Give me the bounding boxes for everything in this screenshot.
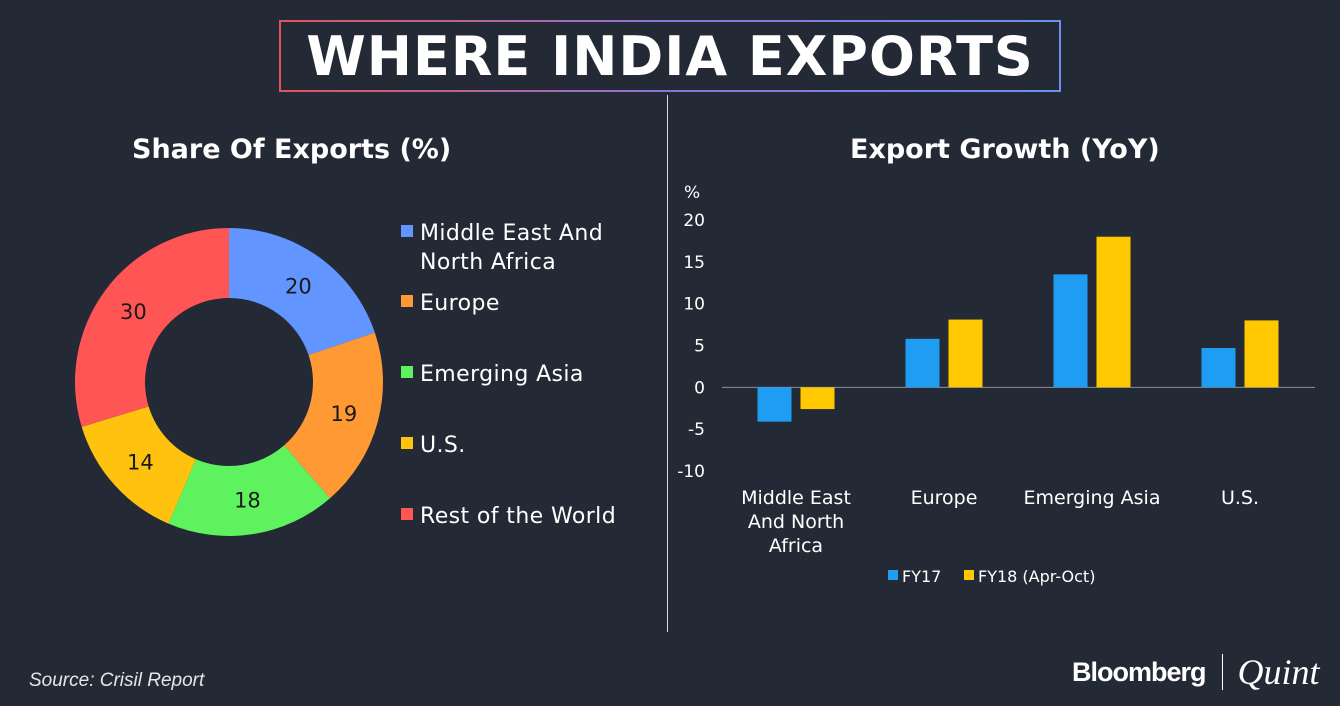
pie-slice-2 — [168, 445, 331, 536]
pie-legend-label-0: Middle East And — [420, 221, 603, 246]
y-tick-label-6: -10 — [677, 462, 705, 482]
bar-legend-swatch-1 — [964, 570, 974, 580]
y-tick-label-5: -5 — [688, 420, 705, 440]
pie-legend-label-0: North Africa — [420, 250, 556, 275]
source-note: Source: Crisil Report — [29, 670, 205, 691]
y-tick-label-0: 20 — [683, 211, 705, 231]
bar-fy18-1 — [948, 319, 983, 388]
brand-logo: Bloomberg Quint — [1072, 652, 1320, 692]
pie-legend-label-4: Rest of the World — [420, 504, 616, 529]
pie-legend-label-1: Europe — [420, 291, 500, 316]
pie-legend-swatch-1 — [401, 295, 413, 307]
bar-fy18-0 — [800, 387, 835, 410]
bar-fy18-3 — [1244, 320, 1279, 388]
bar-legend-label-1: FY18 (Apr-Oct) — [978, 567, 1095, 586]
pie-slice-3 — [81, 406, 196, 524]
y-tick-label-3: 5 — [694, 337, 705, 357]
pie-slice-0 — [229, 228, 375, 356]
bar-fy18-2 — [1096, 236, 1131, 388]
y-tick-label-2: 10 — [683, 295, 705, 315]
x-tick-label-1: Europe — [911, 487, 978, 509]
brand-quint: Quint — [1237, 652, 1320, 692]
panel-divider — [667, 95, 668, 632]
pie-legend-label-2: Emerging Asia — [420, 362, 584, 387]
x-tick-label-0: Middle East — [741, 487, 851, 509]
bar-chart-title: Export Growth (YoY) — [850, 134, 1160, 165]
brand-separator — [1221, 654, 1223, 690]
x-tick-label-2: Emerging Asia — [1024, 487, 1161, 509]
brand-bloomberg: Bloomberg — [1072, 656, 1207, 687]
pie-chart-title: Share Of Exports (%) — [132, 134, 452, 165]
pie-slice-label-4: 30 — [120, 300, 147, 324]
pie-slice-label-2: 18 — [234, 489, 261, 513]
bar-fy17-2 — [1053, 274, 1088, 388]
pie-legend-swatch-0 — [401, 225, 413, 237]
pie-legend-swatch-3 — [401, 437, 413, 449]
pie-slice-1 — [284, 332, 383, 499]
bar-fy17-3 — [1201, 348, 1236, 388]
bar-legend-swatch-0 — [888, 570, 898, 580]
x-tick-label-0: And North — [748, 511, 844, 533]
bar-fy17-0 — [757, 387, 792, 422]
pie-slice-label-3: 14 — [127, 450, 154, 474]
x-tick-label-0: Africa — [769, 535, 823, 557]
bar-legend-label-0: FY17 — [902, 567, 941, 586]
pie-slice-label-0: 20 — [285, 274, 312, 298]
pie-slice-label-1: 19 — [330, 402, 357, 426]
pie-legend-swatch-4 — [401, 508, 413, 520]
x-tick-label-3: U.S. — [1221, 487, 1259, 509]
y-tick-label-1: 15 — [683, 253, 705, 273]
pie-slice-4 — [74, 228, 229, 427]
y-tick-label-4: 0 — [694, 378, 705, 398]
y-axis-unit: % — [684, 183, 700, 203]
page-title: WHERE INDIA EXPORTS — [281, 22, 1059, 90]
pie-legend-swatch-2 — [401, 366, 413, 378]
title-frame: WHERE INDIA EXPORTS — [279, 20, 1061, 92]
bar-fy17-1 — [905, 338, 940, 388]
pie-legend-label-3: U.S. — [420, 433, 466, 458]
